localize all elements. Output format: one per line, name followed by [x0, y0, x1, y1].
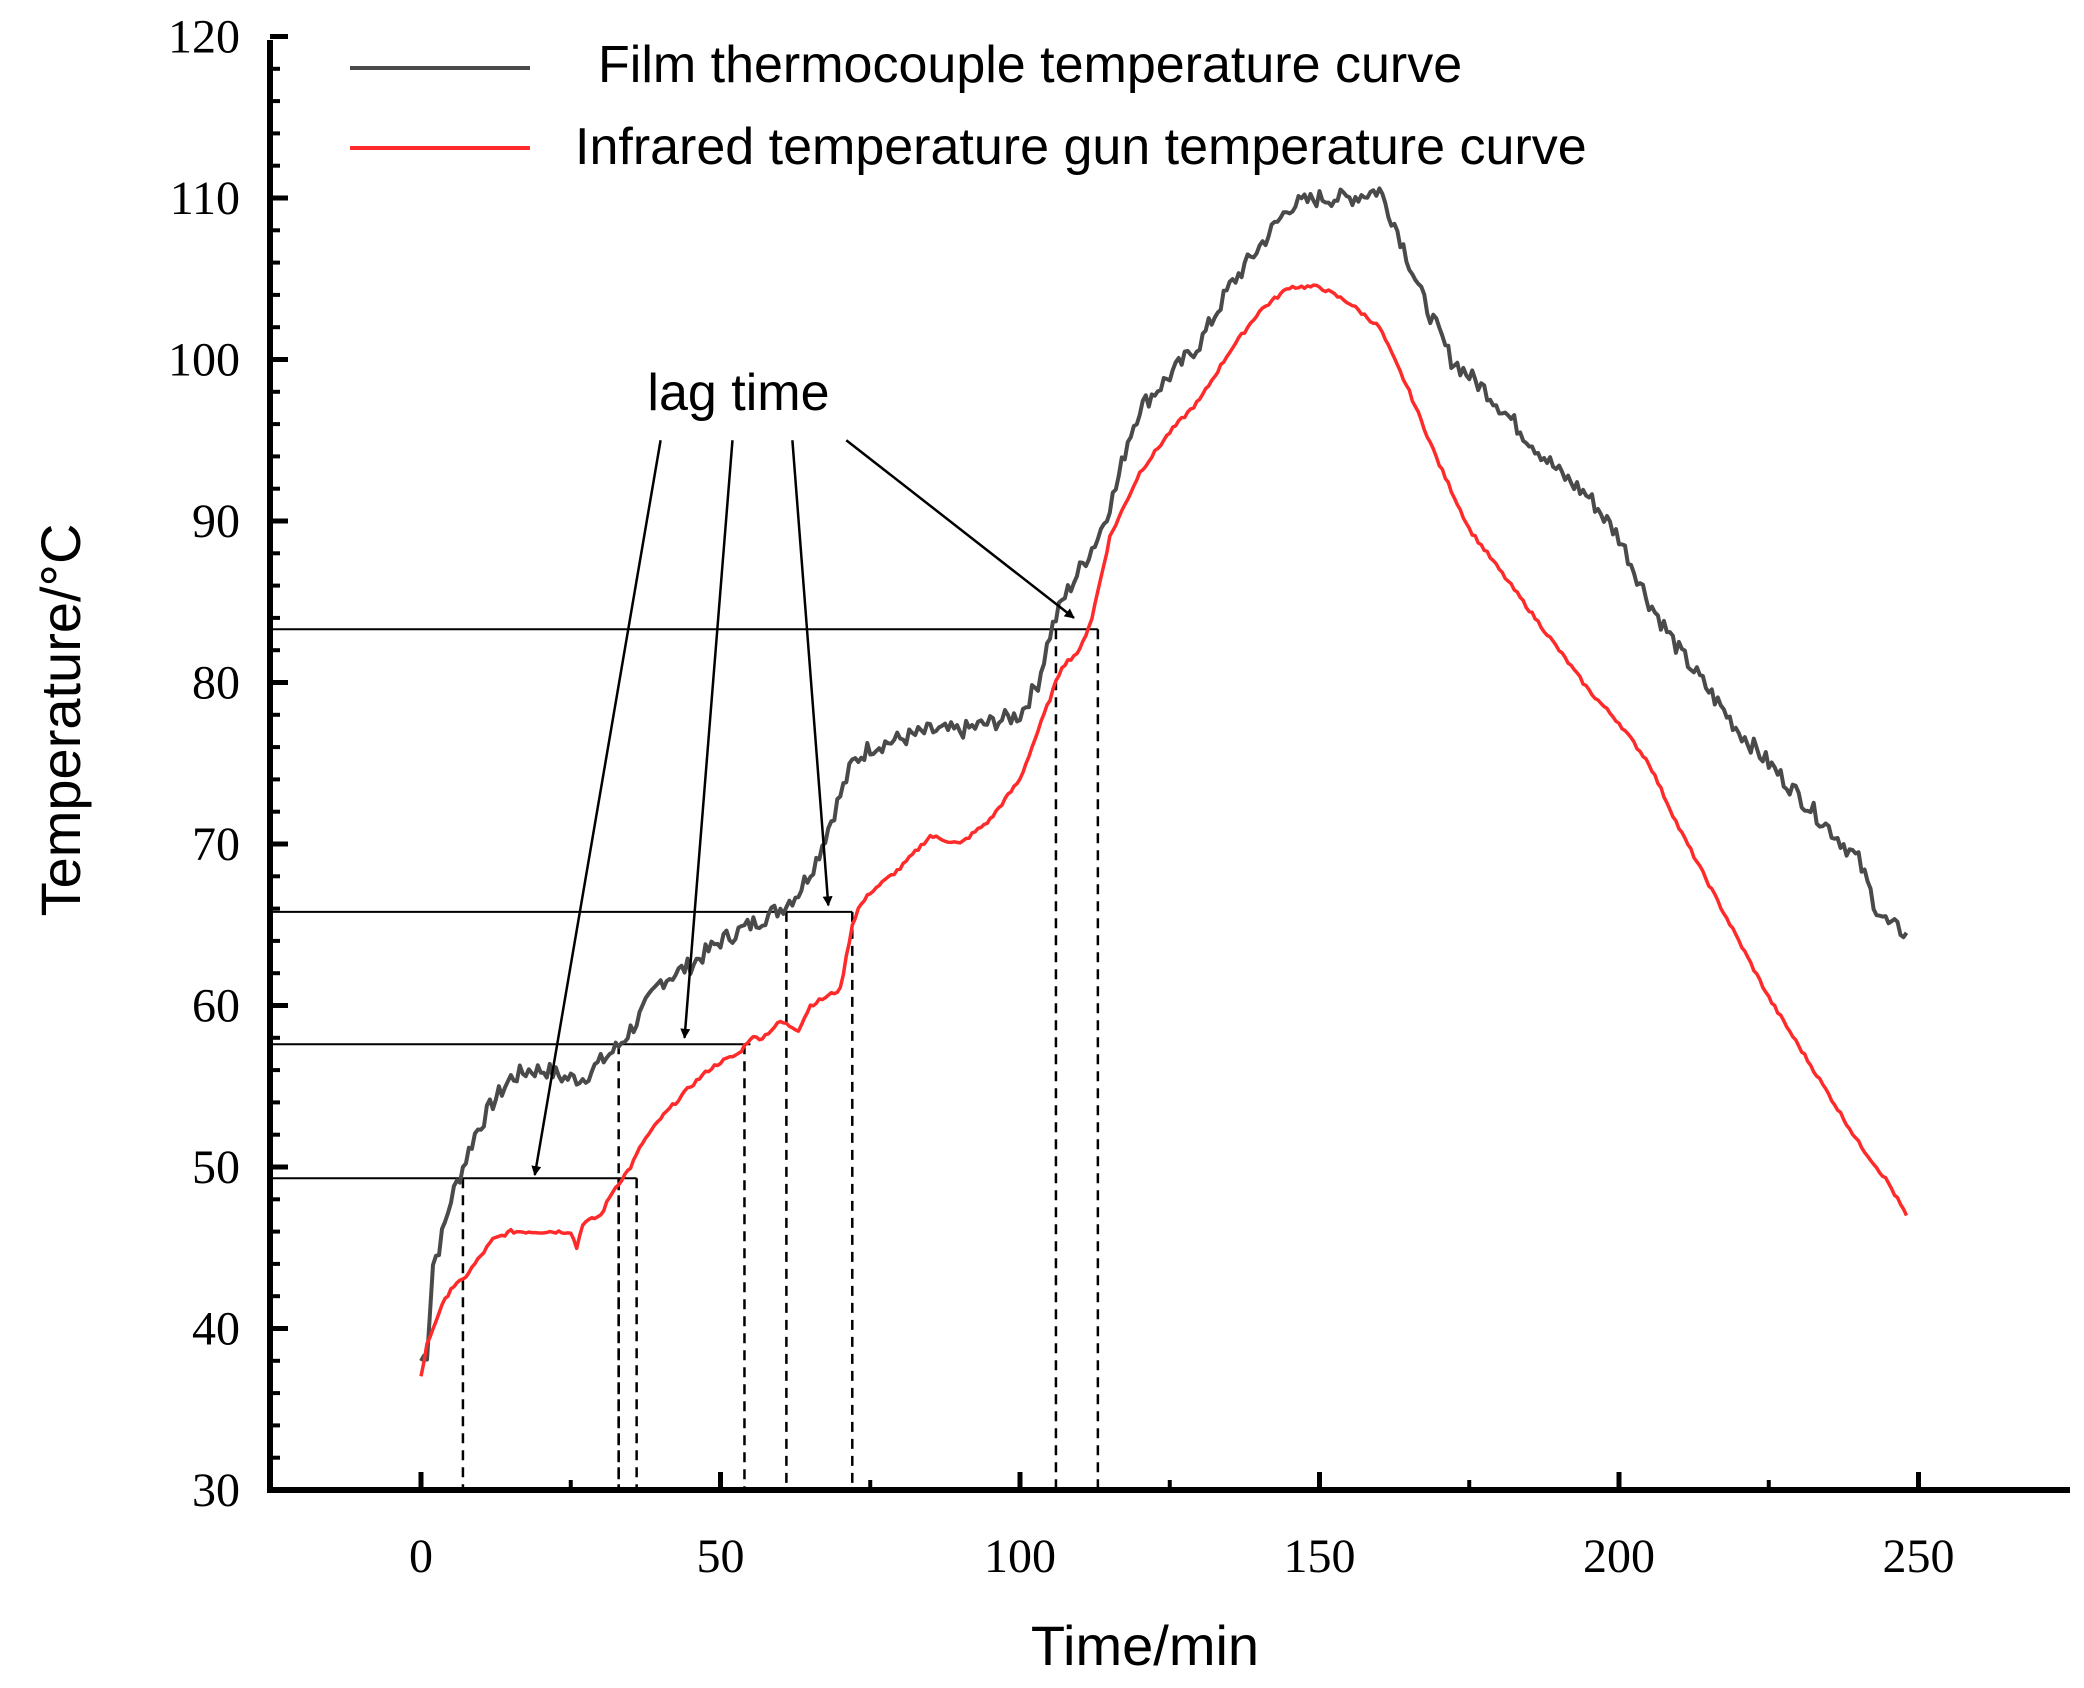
x-axis-title: Time/min [1031, 1614, 1259, 1677]
series-line-film-thermocouple [419, 186, 1909, 1362]
y-tick-label-90: 90 [192, 495, 240, 548]
y-tick-label-40: 40 [192, 1303, 240, 1356]
lag-time-arrow-0 [531, 440, 662, 1177]
y-tick-label-100: 100 [168, 334, 240, 387]
x-tick-label-100: 100 [984, 1530, 1056, 1583]
x-tick-label-250: 250 [1883, 1530, 1955, 1583]
series-line-infrared-gun [419, 283, 1909, 1377]
legend-label-infrared-gun: Infrared temperature gun temperature cur… [575, 118, 1587, 176]
axes: Time/min Temperature/°C 30 40 50 60 70 80 90 10… [29, 11, 2070, 1677]
lag-time-arrow-1 [680, 440, 734, 1039]
y-tick-label-70: 70 [192, 818, 240, 871]
x-tick-label-200: 200 [1583, 1530, 1655, 1583]
x-tick-label-50: 50 [697, 1530, 745, 1583]
x-tick-label-150: 150 [1284, 1530, 1356, 1583]
lag-time-arrow-3 [845, 439, 1075, 619]
y-axis-title: Temperature/°C [29, 524, 92, 917]
y-tick-label-110: 110 [170, 172, 240, 225]
y-tick-label-50: 50 [192, 1141, 240, 1194]
lag-time-arrow-2 [791, 440, 833, 907]
y-tick-label-30: 30 [192, 1464, 240, 1517]
legend: Film thermocouple temperature curve Infr… [350, 36, 1587, 176]
reference-lines [270, 628, 1100, 1490]
annotations: lag time [531, 364, 1075, 1177]
x-tick-label-0: 0 [409, 1530, 433, 1583]
series-lines [419, 186, 1909, 1377]
legend-label-film-thermocouple: Film thermocouple temperature curve [598, 36, 1462, 94]
y-tick-label-120: 120 [168, 11, 240, 64]
y-tick-label-80: 80 [192, 657, 240, 710]
lag-time-annotation-label: lag time [647, 364, 829, 422]
y-tick-label-60: 60 [192, 980, 240, 1033]
